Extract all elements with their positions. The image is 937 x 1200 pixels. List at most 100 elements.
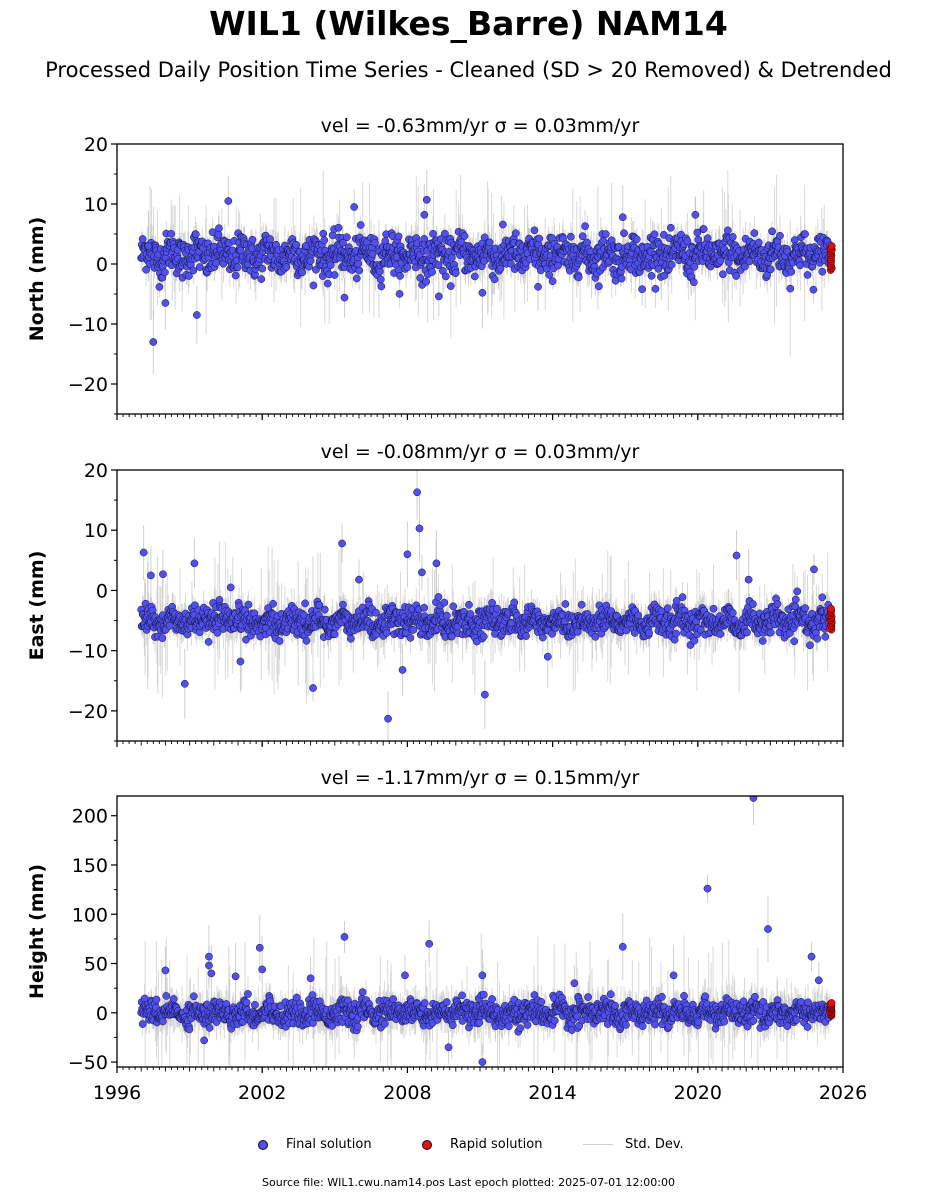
final-solution-point — [167, 230, 176, 238]
final-solution-point — [666, 223, 675, 232]
final-solution-point — [460, 232, 469, 240]
final-solution-point — [320, 236, 329, 245]
y-tick-label: −10 — [68, 314, 108, 336]
rapid-solution-point — [827, 242, 836, 250]
y-tick-label: 20 — [84, 134, 108, 156]
final-solution-point — [195, 628, 204, 637]
final-solution-point — [766, 265, 775, 274]
final-solution-point — [395, 290, 404, 298]
final-solution-point — [667, 260, 676, 269]
final-solution-point — [330, 630, 339, 639]
final-solution-point — [352, 274, 361, 283]
final-solution-point — [618, 213, 627, 222]
y-axis-label: North (mm) — [26, 217, 48, 342]
final-solution-point — [447, 253, 456, 262]
final-solution-point — [754, 238, 763, 247]
final-solution-point — [441, 272, 450, 281]
final-solution-point — [601, 230, 610, 238]
final-solution-point — [258, 264, 267, 273]
final-solution-point — [787, 268, 796, 276]
final-solution-point — [703, 234, 712, 242]
final-solution-point — [403, 263, 412, 272]
final-solution-point — [496, 264, 505, 273]
final-solution-point — [768, 227, 776, 236]
final-solution-point — [224, 197, 233, 205]
final-solution-point — [191, 230, 200, 239]
final-solution-point — [554, 261, 562, 270]
final-solution-point — [233, 263, 242, 272]
panel-0: −20 −10 0 10 20 vel = -0.63mm/yr σ = 0.03mm/y… — [26, 115, 844, 420]
final-solution-point — [138, 235, 147, 243]
final-solution-point — [471, 272, 479, 281]
final-solution-point — [257, 275, 266, 283]
final-solution-point — [350, 203, 359, 211]
final-solution-point — [620, 229, 628, 238]
final-solution-point — [535, 234, 544, 243]
final-solution-point — [377, 282, 386, 291]
final-solution-point — [801, 230, 809, 238]
final-solution-point — [372, 608, 380, 617]
final-solution-point — [193, 311, 201, 319]
final-solution-point — [499, 220, 507, 229]
y-tick-label: −20 — [68, 374, 108, 396]
final-solution-point — [302, 636, 311, 645]
final-solution-point — [434, 261, 443, 270]
final-solution-point — [204, 638, 213, 646]
final-solution-point — [578, 232, 587, 241]
final-solution-point — [266, 235, 274, 243]
final-solution-point — [330, 271, 339, 279]
final-solution-point — [340, 293, 349, 302]
final-solution-point — [368, 250, 377, 259]
final-solution-point — [155, 283, 164, 291]
final-solution-point — [638, 285, 646, 294]
final-solution-point — [371, 238, 379, 247]
final-solution-point — [189, 266, 198, 275]
final-solution-point — [282, 263, 291, 272]
final-solution-point — [158, 634, 167, 642]
final-solution-point — [796, 261, 805, 270]
final-solution-point — [699, 225, 708, 233]
plot-area — [137, 470, 836, 741]
final-solution-point — [309, 281, 318, 290]
final-solution-point — [428, 268, 436, 276]
final-solution-point — [185, 272, 193, 280]
final-solution-point — [215, 224, 223, 233]
final-solution-point — [583, 238, 591, 247]
final-solution-point — [334, 223, 343, 232]
final-solution-point — [409, 626, 418, 634]
final-solution-point — [595, 282, 603, 291]
final-solution-point — [545, 270, 554, 279]
final-solution-point — [275, 637, 284, 645]
final-solution-point — [776, 231, 784, 240]
final-solution-point — [339, 238, 347, 247]
final-solution-point — [574, 273, 583, 282]
final-solution-point — [214, 230, 223, 239]
final-solution-point — [312, 265, 320, 274]
final-solution-point — [339, 600, 347, 609]
final-solution-point — [343, 233, 351, 242]
final-solution-point — [719, 270, 727, 279]
y-tick-label: 0 — [96, 254, 108, 276]
final-solution-point — [728, 233, 737, 241]
final-solution-point — [149, 338, 158, 346]
final-solution-point — [599, 236, 608, 245]
final-solution-point — [354, 259, 363, 268]
y-tick-label: 10 — [84, 194, 108, 216]
final-solution-point — [803, 271, 812, 279]
final-solution-point — [691, 210, 700, 219]
final-solution-point — [745, 257, 754, 266]
final-solution-point — [396, 272, 404, 280]
final-solution-point — [651, 285, 660, 293]
final-solution-point — [244, 600, 253, 609]
final-solution-point — [750, 229, 759, 237]
final-solution-point — [376, 267, 384, 276]
final-solution-point — [786, 284, 795, 293]
final-solution-point — [451, 269, 460, 277]
final-solution-point — [422, 195, 431, 204]
final-solution-point — [809, 285, 818, 294]
final-solution-point — [485, 238, 494, 247]
final-solution-point — [306, 257, 315, 265]
final-solution-point — [315, 600, 324, 609]
panel-title: vel = -0.63mm/yr σ = 0.03mm/yr — [321, 115, 640, 137]
final-solution-point — [683, 237, 692, 245]
